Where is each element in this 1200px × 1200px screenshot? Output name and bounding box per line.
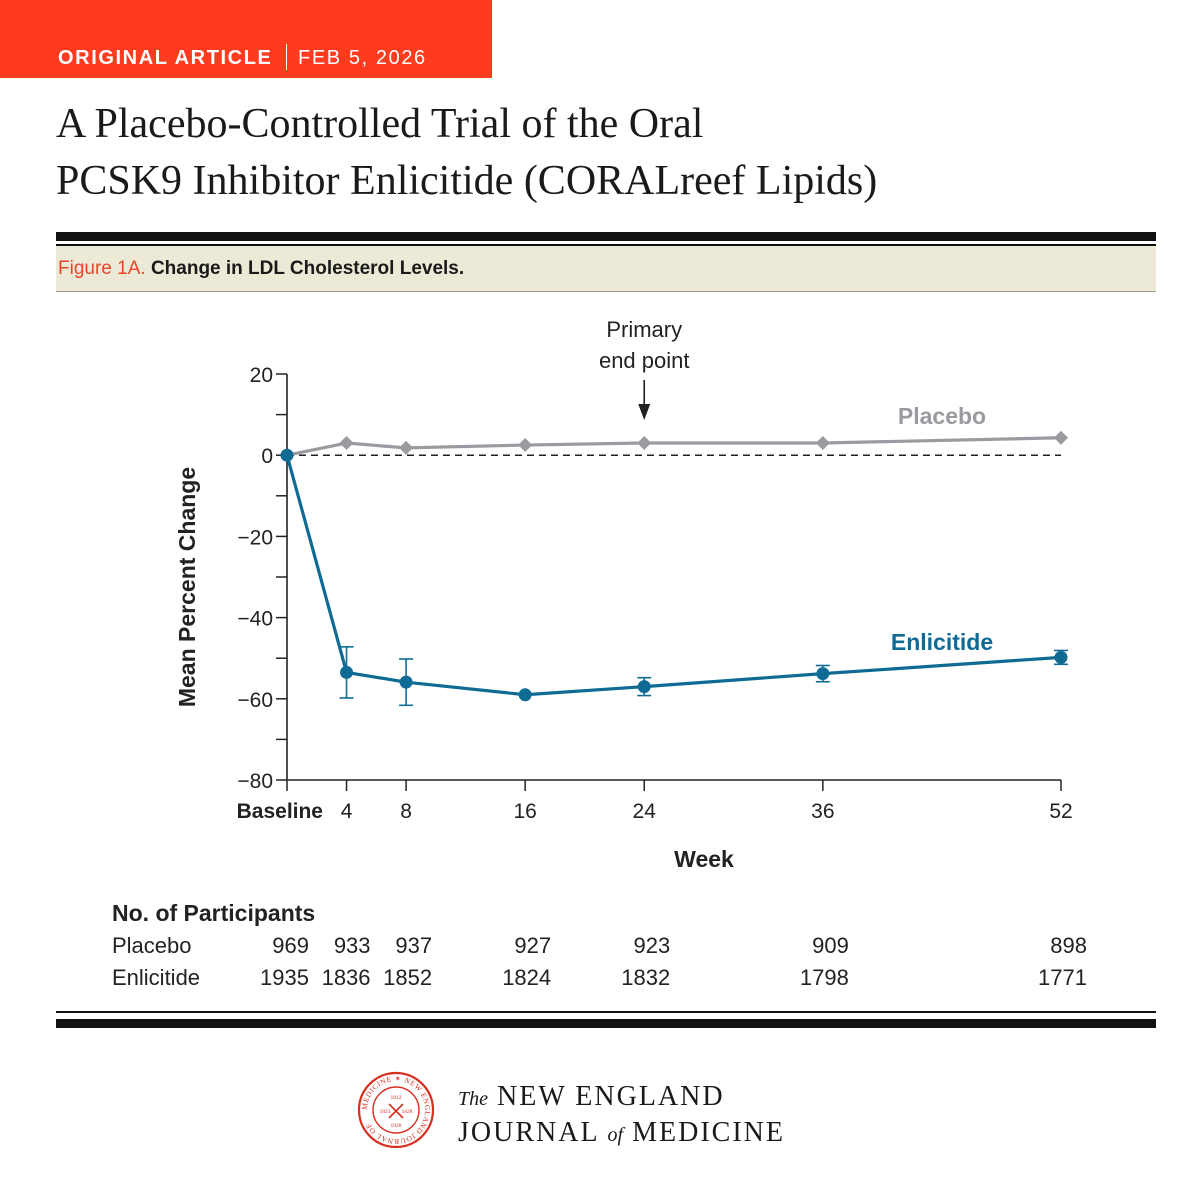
article-type-banner: ORIGINAL ARTICLE FEB 5, 2026	[0, 0, 492, 78]
participants-count: 909	[812, 933, 849, 958]
participants-heading: No. of Participants	[112, 900, 315, 926]
x-tick-label: 16	[513, 800, 536, 823]
x-tick-label: 4	[341, 800, 353, 823]
figure-caption-band: Figure 1A. Change in LDL Cholesterol Lev…	[56, 246, 1156, 292]
participants-count: 1824	[502, 965, 551, 990]
participants-row-label: Placebo	[112, 933, 192, 958]
journal-wordmark: The NEW ENGLAND JOURNAL of MEDICINE	[458, 1080, 785, 1152]
participants-count: 1832	[621, 965, 670, 990]
bottom-rule-thin	[56, 1011, 1156, 1013]
y-tick-label: −60	[237, 689, 273, 712]
figure-label: Figure 1A.	[58, 258, 146, 279]
enlicitide-data-point	[399, 675, 413, 689]
banner-divider	[285, 44, 287, 70]
participants-count: 923	[634, 933, 671, 958]
article-title-line-2: PCSK9 Inhibitor Enlicitide (CORALreef Li…	[56, 158, 878, 204]
participants-count: 1836	[322, 965, 371, 990]
x-tick-label: Baseline	[237, 800, 323, 823]
primary-end-point-arrow-icon	[638, 404, 651, 420]
journal-of: of	[607, 1124, 624, 1146]
journal-wordmark-line-1: The NEW ENGLAND	[458, 1080, 785, 1116]
placebo-data-point	[339, 436, 354, 451]
placebo-data-point	[1054, 430, 1068, 445]
y-tick-label: 0	[261, 445, 273, 468]
primary-end-point-label: end point	[599, 348, 690, 373]
enlicitide-series-label: Enlicitide	[891, 629, 993, 655]
top-rule-thin	[56, 244, 1156, 246]
article-title: A Placebo-Controlled Trial of the Oral P…	[56, 96, 1166, 210]
participants-count: 1852	[383, 965, 432, 990]
journal-wordmark-line-2: JOURNAL of MEDICINE	[458, 1116, 785, 1152]
participants-count: 1935	[260, 965, 309, 990]
enlicitide-data-point	[518, 688, 532, 702]
participants-row-label: Enlicitide	[112, 965, 200, 990]
seal-year-1823: 1823	[380, 1109, 391, 1115]
article-type-label: ORIGINAL ARTICLE	[58, 47, 273, 69]
participants-count: 969	[272, 933, 309, 958]
x-tick-label: 8	[400, 800, 412, 823]
article-type-line: ORIGINAL ARTICLE FEB 5, 2026	[58, 44, 427, 70]
y-tick-label: −20	[237, 526, 273, 549]
enlicitide-data-point	[340, 665, 354, 679]
placebo-data-point	[637, 436, 652, 451]
placebo-data-point	[518, 438, 533, 453]
placebo-data-point	[815, 436, 830, 451]
x-tick-label: 24	[633, 800, 657, 823]
journal-seal-logo: MEDICINE ✶ NEW ENGLAND JOURNAL OF 1812 1…	[357, 1071, 435, 1149]
participants-count: 927	[514, 933, 551, 958]
figure-caption: Figure 1A. Change in LDL Cholesterol Lev…	[58, 258, 464, 280]
placebo-series-label: Placebo	[898, 403, 986, 429]
participants-count: 933	[334, 933, 371, 958]
seal-year-1928: 1928	[391, 1123, 402, 1129]
participants-count: 937	[395, 933, 432, 958]
participants-count: 1771	[1038, 965, 1087, 990]
journal-the: The	[458, 1088, 488, 1110]
figure-caption-text: Change in LDL Cholesterol Levels.	[150, 258, 465, 279]
journal-name-line-2b: MEDICINE	[632, 1117, 785, 1148]
participants-count: 1798	[800, 965, 849, 990]
enlicitide-data-point	[637, 680, 651, 694]
article-date: FEB 5, 2026	[298, 47, 427, 69]
seal-crossed-emblem-icon	[388, 1103, 404, 1119]
ldl-change-chart: 20 0 −20 −40 −60 −80 Baseline 4 8 16 24 36 52 Week Mea…	[112, 317, 1087, 990]
placebo-data-point	[399, 440, 414, 455]
bottom-rule-thick	[56, 1019, 1156, 1028]
enlicitide-data-point	[1054, 650, 1068, 664]
primary-end-point-label: Primary	[606, 317, 682, 342]
participants-count: 898	[1050, 933, 1087, 958]
journal-name-line-2a: JOURNAL	[458, 1117, 599, 1148]
y-tick-label: 20	[250, 364, 273, 387]
x-axis-title: Week	[674, 846, 734, 872]
x-tick-label: 36	[811, 800, 834, 823]
seal-year-1812: 1812	[391, 1095, 402, 1101]
article-title-line-1: A Placebo-Controlled Trial of the Oral	[56, 101, 704, 147]
top-rule-thick	[56, 232, 1156, 241]
x-tick-label: 52	[1049, 800, 1072, 823]
y-axis-title: Mean Percent Change	[174, 467, 200, 707]
enlicitide-data-point	[816, 667, 830, 681]
seal-year-1828: 1828	[402, 1109, 413, 1115]
y-tick-label: −80	[237, 770, 273, 793]
enlicitide-data-point	[280, 448, 294, 462]
journal-name-line-1: NEW ENGLAND	[497, 1081, 725, 1112]
y-tick-label: −40	[237, 608, 273, 631]
